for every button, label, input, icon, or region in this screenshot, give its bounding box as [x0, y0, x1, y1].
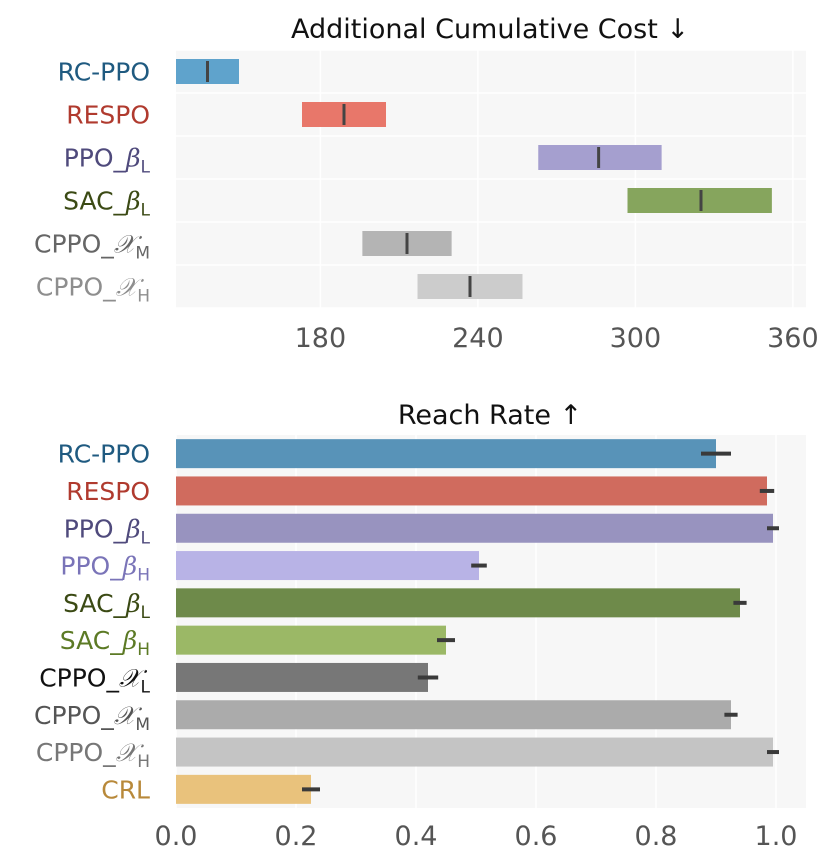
reach-x-tick: 0.2	[275, 821, 318, 852]
reach-x-tick: 0.8	[635, 821, 678, 852]
reach-bar	[176, 625, 446, 655]
reach-category-label: RC-PPO	[58, 440, 150, 469]
reach-x-tick: 0.0	[155, 821, 198, 852]
reach-bar	[176, 476, 767, 506]
cost-category-label: CPPO_𝒳H	[36, 273, 150, 307]
reach-bar	[176, 774, 311, 804]
cost-category-label: SAC_βL	[63, 187, 150, 221]
cost-category-label: RC-PPO	[58, 58, 150, 87]
reach-bar	[176, 737, 773, 767]
reach-bar	[176, 439, 716, 469]
reach-category-label: PPO_βL	[64, 514, 151, 548]
reach-category-label: SAC_βH	[60, 626, 150, 660]
reach-x-tick: 1.0	[755, 821, 798, 852]
cost-x-tick: 240	[452, 323, 504, 354]
reach-bar	[176, 700, 731, 730]
cost-x-tick: 360	[767, 323, 819, 354]
cost-category-label: PPO_βL	[64, 144, 151, 178]
reach-bar	[176, 513, 773, 543]
cost-x-tick: 180	[295, 323, 347, 354]
reach-category-label: SAC_βL	[63, 589, 150, 623]
reach-category-label: CPPO_𝒳M	[34, 701, 150, 735]
reach-chart: Reach Rate ↑ RC-PPORESPOPPO_βLPPO_βHSAC_…	[34, 400, 806, 852]
cost-category-label: RESPO	[66, 101, 150, 130]
cost-chart-title: Additional Cumulative Cost ↓	[291, 14, 689, 45]
reach-x-tick: 0.4	[395, 821, 438, 852]
reach-chart-title: Reach Rate ↑	[398, 400, 582, 431]
cost-category-label: CPPO_𝒳M	[34, 230, 150, 264]
reach-category-label: CPPO_𝒳H	[36, 738, 150, 772]
cost-x-tick: 300	[610, 323, 662, 354]
cost-chart: Additional Cumulative Cost ↓ RC-PPO RESPO…	[34, 14, 819, 354]
reach-bar	[176, 588, 740, 618]
reach-category-label: RESPO	[66, 477, 150, 506]
reach-bar	[176, 662, 428, 692]
reach-x-tick: 0.6	[515, 821, 558, 852]
reach-bar	[176, 551, 479, 581]
reach-category-label: PPO_βH	[60, 552, 150, 586]
reach-category-label: CPPO_𝒳L	[39, 663, 150, 697]
reach-category-label: CRL	[101, 775, 150, 804]
